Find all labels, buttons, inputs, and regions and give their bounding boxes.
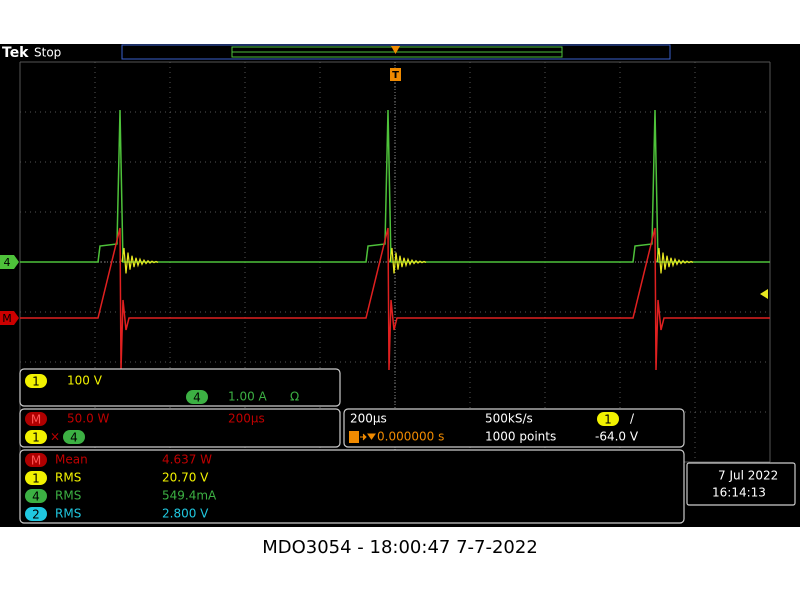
waveforms [20,109,770,371]
measure-value: 4.637 W [162,453,212,467]
brand: Tek [2,45,29,61]
channel-label: 1 [604,413,612,427]
trigger-label: T [392,70,399,81]
math-marker [0,311,19,325]
ch4-trace [20,109,770,263]
trigger-pos [391,46,400,54]
channel-badge [25,471,47,485]
ch4-marker [0,255,19,269]
math-box [19,408,341,448]
measure-label: RMS [55,489,81,503]
math-trace [20,227,770,371]
channel-label: 1 [32,431,40,445]
datetime-box [686,462,796,506]
record-view [121,44,671,60]
ch4-label: 4 [4,256,11,269]
math-label: M [2,312,12,325]
measure-label: RMS [55,507,81,521]
trigger-level: -64.0 V [595,430,639,444]
channel-label: 4 [193,391,201,405]
measure-value: 2.800 V [162,507,209,521]
measure-label: Mean [55,453,88,467]
channel-badge [63,430,85,444]
vertical-box [19,368,341,407]
channel-label: 2 [32,508,40,522]
channel-badge [25,453,47,467]
math-scale: 50.0 W [67,412,110,426]
measure-value: 549.4mA [162,489,217,503]
sample-rate: 500kS/s [485,412,533,426]
channel-badge [597,412,619,426]
trigger-slope: / [630,412,635,426]
trigger-level [760,289,768,299]
channel-label: 1 [32,472,40,486]
time-scale: 200µs [350,412,387,426]
ch1-scale: 100 V [67,374,103,388]
channel-badge [25,430,47,444]
record-length: 1000 points [485,430,556,444]
measure-box [19,449,685,524]
channel-badge [25,374,47,388]
channel-label: M [31,454,41,468]
t-arrow [360,433,376,441]
channel-label: 1 [32,375,40,389]
math-op: × [50,430,60,444]
channel-label: 4 [32,490,40,504]
trigger-marker [390,68,401,81]
trigger-position: 0.000000 s [377,430,444,444]
channel-badge [25,489,47,503]
channel-badge [25,412,47,426]
t-icon [349,431,359,443]
ch1-ringing [121,247,694,274]
channel-label: M [31,413,41,427]
channel-badge [25,507,47,521]
time: 16:14:13 [712,486,766,500]
channel-label: 4 [70,431,78,445]
math-time: 200µs [228,412,265,426]
ch4-unit: Ω [290,390,299,404]
status: Stop [34,46,61,60]
date: 7 Jul 2022 [718,469,778,483]
channel-badge [186,390,208,404]
ch4-scale: 1.00 A [228,390,268,404]
measure-label: RMS [55,471,81,485]
caption: MDO3054 - 18:00:47 7-7-2022 [262,537,538,558]
measure-value: 20.70 V [162,471,209,485]
